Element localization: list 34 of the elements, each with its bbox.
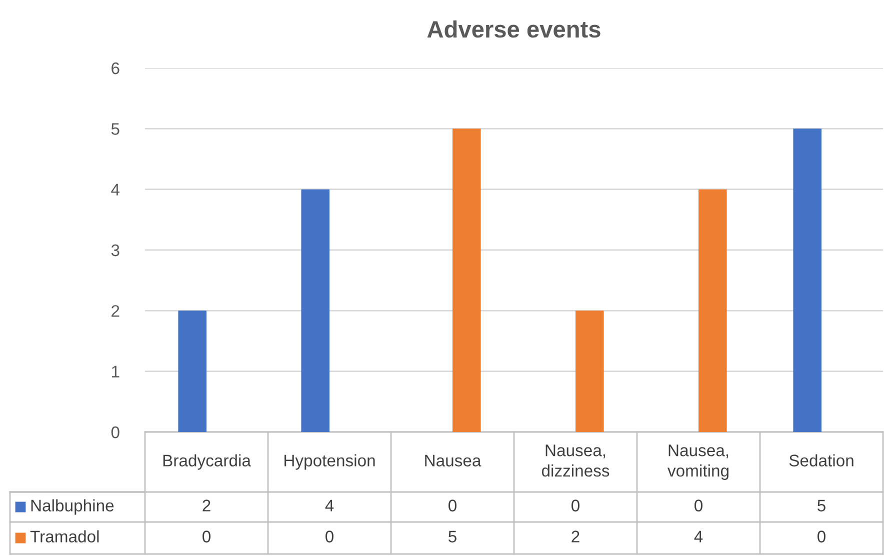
data-label: 0 — [202, 530, 210, 542]
y-tick-label: 4 — [111, 184, 120, 196]
data-label: 2 — [572, 530, 580, 542]
data-label: 4 — [694, 530, 703, 542]
y-tick-label: 6 — [112, 62, 120, 74]
data-label: 0 — [694, 500, 702, 512]
y-tick-label: 3 — [111, 244, 120, 256]
bar — [452, 128, 481, 432]
legend-label: Tramadol — [30, 530, 99, 542]
y-tick-label: 5 — [111, 123, 120, 135]
y-tick-label: 2 — [112, 305, 120, 317]
data-label: 5 — [818, 500, 826, 512]
y-tick-label: 1 — [112, 366, 120, 378]
legend-label: Nalbuphine — [31, 499, 114, 515]
x-tick-label: Sedation — [789, 454, 854, 466]
x-tick-label: Nausea, dizziness — [542, 444, 610, 477]
x-tick-label: Nausea, vomiting — [668, 444, 728, 480]
data-label: 0 — [572, 500, 580, 512]
data-label: 4 — [325, 500, 334, 512]
chart-title: Adverse events — [427, 20, 600, 38]
data-label: 0 — [326, 530, 334, 542]
x-tick-label: Hypotension — [284, 454, 375, 470]
x-tick-label: Nausea — [425, 454, 482, 466]
x-tick-label: Bradycardia — [163, 454, 251, 470]
y-tick-label: 0 — [111, 426, 120, 438]
data-label: 2 — [202, 500, 210, 512]
bar — [301, 189, 330, 432]
data-label: 5 — [448, 530, 456, 542]
bar — [793, 128, 822, 432]
data-label: 0 — [448, 500, 456, 512]
bar — [576, 310, 604, 432]
bar — [178, 310, 206, 432]
bar — [698, 189, 727, 432]
data-label: 0 — [818, 530, 826, 542]
